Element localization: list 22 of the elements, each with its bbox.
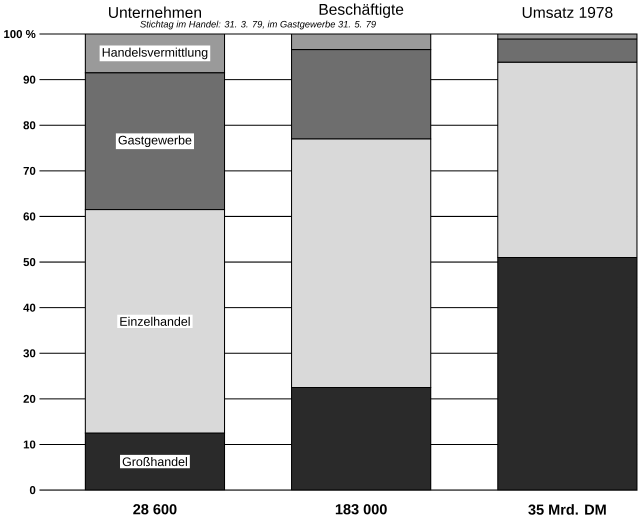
series-label: Einzelhandel xyxy=(120,316,190,326)
y-tick-label: 100 % xyxy=(4,30,36,38)
y-tick-label: 30 xyxy=(23,349,36,358)
series-label: Großhandel xyxy=(122,456,187,466)
chart-subtitle: Stichtag im Handel: 31. 3. 79, im Gastgewerbe 31. 5. 79 xyxy=(140,20,376,30)
y-tick-label: 50 xyxy=(23,258,36,266)
y-tick-label: 70 xyxy=(24,166,36,175)
y-tick-label: 0 xyxy=(30,486,36,494)
x-tick-label: Beschäftigte xyxy=(320,3,404,18)
y-tick-label: 10 xyxy=(24,440,36,448)
y-tick-label: 90 xyxy=(23,76,36,84)
y-tick-label: 40 xyxy=(23,304,36,312)
text: 28 600 xyxy=(133,504,177,514)
y-tick-label: 20 xyxy=(23,394,36,403)
x-tick-label: Umsatz 1978 xyxy=(522,6,612,18)
series-label: Gastgewerbe xyxy=(118,135,192,147)
y-tick-label: 80 xyxy=(23,121,36,130)
text: 35 Mrd. DM xyxy=(528,504,606,515)
series-label: Handelsvermittlung xyxy=(102,48,208,60)
text: 183 000 xyxy=(336,504,387,514)
x-tick-label: Unternehmen xyxy=(109,6,202,18)
y-tick-label: 60 xyxy=(24,212,36,220)
